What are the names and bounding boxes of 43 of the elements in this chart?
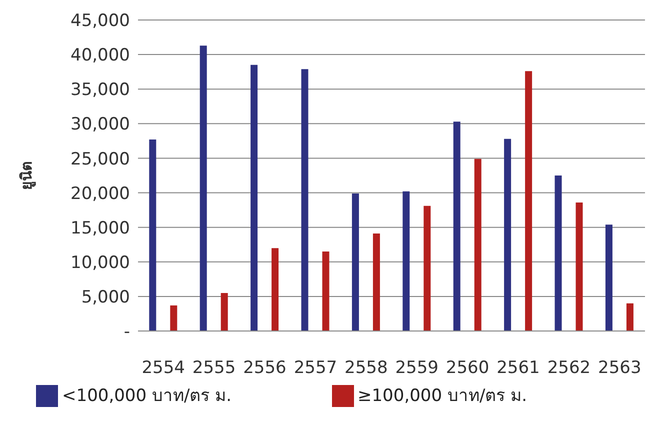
x-tick-label: 2561 — [496, 358, 540, 378]
x-tick-label: 2562 — [547, 358, 591, 378]
x-tick-label: 2556 — [243, 358, 286, 378]
legend-label: <100,000 บาท/ตร ม. — [62, 386, 232, 406]
bar — [372, 234, 380, 331]
y-tick-label: 35,000 — [70, 80, 130, 100]
bar — [322, 252, 330, 331]
x-tick-label: 2559 — [395, 358, 438, 378]
bar — [200, 46, 207, 331]
bar — [352, 193, 359, 331]
bar — [301, 69, 308, 331]
y-tick-label: 45,000 — [70, 11, 130, 32]
bar — [402, 191, 410, 331]
x-tick-label: 2557 — [294, 358, 338, 378]
y-tick-label: 30,000 — [70, 114, 130, 135]
y-axis-title: ยูนิต — [17, 161, 36, 190]
x-tick-label: 2554 — [142, 358, 185, 378]
y-tick-label: 15,000 — [70, 218, 130, 238]
bar — [474, 158, 482, 331]
y-tick-label: 5,000 — [81, 287, 130, 308]
bar — [220, 292, 228, 331]
bar — [424, 206, 431, 331]
bar — [554, 176, 562, 331]
y-tick-label: - — [124, 322, 130, 342]
y-tick-label: 20,000 — [70, 184, 130, 204]
y-tick-label: 40,000 — [70, 46, 130, 66]
x-tick-label: 2560 — [446, 358, 490, 378]
y-tick-label: 10,000 — [70, 252, 130, 273]
bar — [170, 305, 178, 331]
bar — [605, 224, 612, 331]
x-tick-label: 2555 — [192, 358, 236, 378]
bar — [453, 122, 460, 331]
bar — [272, 248, 279, 331]
x-tick-label: 2563 — [598, 358, 642, 378]
bar — [504, 138, 512, 331]
bar — [250, 64, 258, 331]
legend-label: ≥100,000 บาท/ตร ม. — [358, 386, 527, 406]
bar — [525, 71, 532, 331]
bar — [626, 303, 634, 331]
x-tick-label: 2558 — [344, 358, 388, 378]
bar — [149, 140, 156, 331]
bar — [576, 202, 583, 331]
y-tick-label: 25,000 — [70, 149, 130, 170]
